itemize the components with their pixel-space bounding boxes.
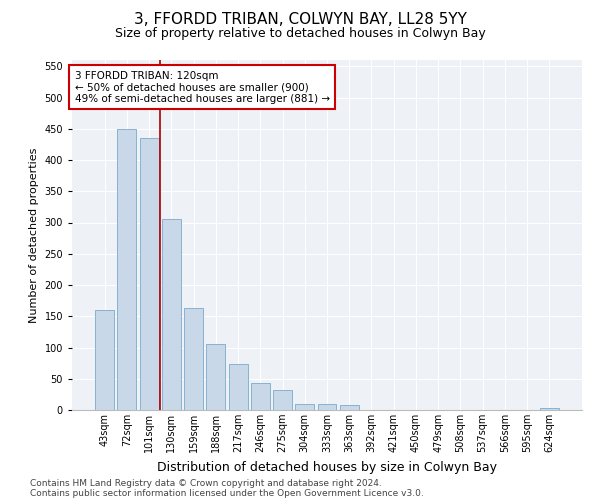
Bar bbox=[140, 138, 158, 410]
Bar bbox=[340, 405, 359, 410]
X-axis label: Distribution of detached houses by size in Colwyn Bay: Distribution of detached houses by size … bbox=[157, 460, 497, 473]
Bar bbox=[229, 364, 248, 410]
Bar bbox=[540, 408, 559, 410]
Bar bbox=[118, 129, 136, 410]
Bar bbox=[317, 404, 337, 410]
Bar bbox=[295, 404, 314, 410]
Text: Size of property relative to detached houses in Colwyn Bay: Size of property relative to detached ho… bbox=[115, 28, 485, 40]
Text: 3, FFORDD TRIBAN, COLWYN BAY, LL28 5YY: 3, FFORDD TRIBAN, COLWYN BAY, LL28 5YY bbox=[134, 12, 466, 28]
Bar bbox=[162, 220, 181, 410]
Bar bbox=[206, 344, 225, 410]
Text: Contains HM Land Registry data © Crown copyright and database right 2024.: Contains HM Land Registry data © Crown c… bbox=[30, 478, 382, 488]
Y-axis label: Number of detached properties: Number of detached properties bbox=[29, 148, 39, 322]
Bar bbox=[95, 310, 114, 410]
Bar bbox=[251, 383, 270, 410]
Bar bbox=[184, 308, 203, 410]
Text: Contains public sector information licensed under the Open Government Licence v3: Contains public sector information licen… bbox=[30, 488, 424, 498]
Text: 3 FFORDD TRIBAN: 120sqm
← 50% of detached houses are smaller (900)
49% of semi-d: 3 FFORDD TRIBAN: 120sqm ← 50% of detache… bbox=[74, 70, 329, 104]
Bar bbox=[273, 390, 292, 410]
